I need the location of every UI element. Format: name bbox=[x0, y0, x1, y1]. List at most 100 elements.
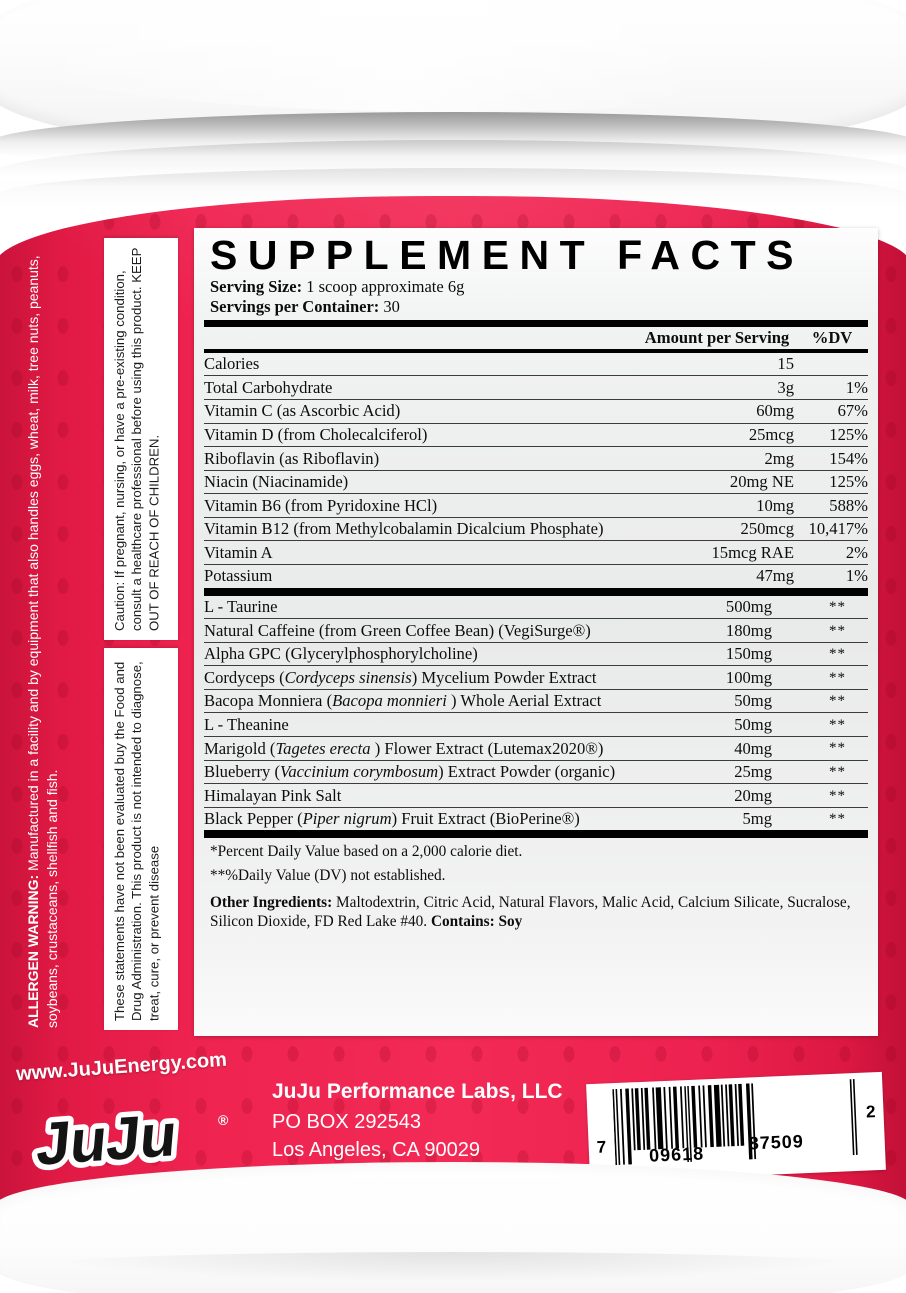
contains-value: Soy bbox=[494, 912, 523, 930]
other-ingredients-value: Maltodextrin, Citric Acid, Natural Flavo… bbox=[210, 893, 851, 930]
svg-text:JuJu: JuJu bbox=[34, 1100, 180, 1178]
table-row: Himalayan Pink Salt 20mg ** bbox=[204, 783, 868, 808]
servings-per-container-value: 30 bbox=[383, 296, 400, 316]
ingredient-daily-value: ** bbox=[772, 665, 868, 690]
table-row: L - Taurine 500mg ** bbox=[204, 595, 868, 620]
other-ingredients: Other Ingredients: Maltodextrin, Citric … bbox=[204, 886, 868, 932]
ingredient-amount: 250mcg bbox=[676, 517, 794, 542]
ingredient-daily-value: 67% bbox=[794, 399, 868, 424]
container-base bbox=[0, 1162, 906, 1293]
table-row: Total Carbohydrate 3g 1% bbox=[204, 375, 868, 400]
barcode: 7 09618 87509 2 bbox=[586, 1071, 886, 1183]
proprietary-ingredients-table: L - Taurine 500mg ** Natural Caffeine (from… bbox=[204, 595, 868, 831]
ingredient-daily-value: ** bbox=[772, 595, 868, 620]
ingredient-daily-value: 154% bbox=[794, 446, 868, 471]
table-row: Blueberry (Vaccinium corymbosum) Extract… bbox=[204, 760, 868, 785]
ingredient-name: Blueberry (Vaccinium corymbosum) Extract… bbox=[204, 760, 654, 785]
ingredient-daily-value: ** bbox=[772, 712, 868, 738]
ingredient-name: Cordyceps (Cordyceps sinensis) Mycelium … bbox=[204, 665, 654, 690]
caution-panel: Caution: If pregnant, nursing, or have a… bbox=[104, 238, 178, 640]
table-row: Natural Caffeine (from Green Coffee Bean… bbox=[204, 618, 868, 643]
divider-between-sections bbox=[204, 587, 868, 596]
footnote-dv-not-established: **%Daily Value (DV) not established. bbox=[210, 867, 446, 884]
allergen-warning: ALLERGEN WARNING: Manufactured in a faci… bbox=[24, 240, 102, 1030]
contains-label: Contains: bbox=[430, 912, 495, 930]
ingredient-daily-value: ** bbox=[772, 736, 868, 761]
table-row: Vitamin A 15mcg RAE 2% bbox=[204, 540, 868, 565]
registered-trademark-mark: ® bbox=[218, 1112, 229, 1128]
column-header-amount: Amount per Serving bbox=[644, 328, 790, 348]
footnote-percent-dv: *Percent Daily Value based on a 2,000 ca… bbox=[210, 843, 523, 861]
table-row: Bacopa Monniera (Bacopa monnieri ) Whole… bbox=[204, 689, 868, 714]
ingredient-name: Alpha GPC (Glycerylphosphorylcholine) bbox=[204, 642, 654, 667]
ingredient-name: Potassium bbox=[204, 566, 273, 586]
ingredient-name: Riboflavin (as Riboflavin) bbox=[204, 446, 676, 471]
ingredient-amount: 2mg bbox=[676, 446, 794, 471]
address-line-2: Los Angeles, CA 90029 bbox=[272, 1138, 480, 1161]
ingredient-amount: 50mg bbox=[654, 712, 772, 738]
table-row: Alpha GPC (Glycerylphosphorylcholine) 150… bbox=[204, 642, 868, 667]
ingredient-amount: 25mcg bbox=[676, 423, 794, 448]
table-row: Vitamin C (as Ascorbic Acid) 60mg 67% bbox=[204, 399, 868, 424]
ingredient-amount: 15 bbox=[676, 352, 794, 377]
table-row: Marigold (Tagetes erecta ) Flower Extrac… bbox=[204, 736, 868, 761]
ingredient-name: Vitamin D (from Cholecalciferol) bbox=[204, 423, 676, 448]
table-row: L - Theanine 50mg ** bbox=[204, 712, 868, 738]
container-drop-shadow bbox=[20, 1252, 886, 1282]
ingredient-name: Vitamin A bbox=[204, 540, 676, 565]
ingredient-amount: 180mg bbox=[654, 618, 772, 643]
barcode-bars bbox=[612, 1078, 858, 1166]
facts-column-header-row: Amount per Serving %DV bbox=[204, 327, 868, 350]
barcode-check-digit: 2 bbox=[865, 1102, 876, 1122]
juju-logo-svg: JuJu JuJu bbox=[29, 1095, 186, 1184]
table-row: Niacin (Niacinamide) 20mg NE 125% bbox=[204, 470, 868, 495]
ingredient-daily-value: ** bbox=[772, 783, 868, 808]
ingredient-amount: 100mg bbox=[654, 665, 772, 690]
fda-disclaimer-text: These statements have not been evaluated… bbox=[112, 661, 162, 1021]
ingredient-daily-value: 10,417% bbox=[794, 517, 868, 542]
table-row: Vitamin B12 (from Methylcobalamin Dicalc… bbox=[204, 517, 868, 542]
allergen-warning-label: ALLERGEN WARNING: bbox=[25, 874, 41, 1028]
caution-text: Caution: If pregnant, nursing, or have a… bbox=[112, 247, 162, 631]
servings-per-container-line: Servings per Container: 30 bbox=[204, 297, 868, 316]
ingredient-name: Niacin (Niacinamide) bbox=[204, 470, 676, 495]
ingredient-amount: 20mg NE bbox=[676, 470, 794, 495]
ingredient-amount: 150mg bbox=[654, 642, 772, 667]
facts-header-spacer bbox=[204, 327, 642, 350]
ingredient-name: Total Carbohydrate bbox=[204, 375, 676, 400]
table-row: Potassium 47mg 1% bbox=[204, 564, 868, 587]
ingredient-amount: 15mcg RAE bbox=[676, 540, 794, 565]
ingredient-daily-value: ** bbox=[772, 689, 868, 714]
ingredient-daily-value: 2% bbox=[794, 540, 868, 565]
ingredient-daily-value: ** bbox=[772, 642, 868, 667]
ingredient-daily-value: ** bbox=[772, 760, 868, 785]
supplement-facts-panel: SUPPLEMENT FACTS Serving Size: 1 scoop a… bbox=[194, 228, 878, 1036]
ingredient-name: Vitamin B12 (from Methylcobalamin Dicalc… bbox=[204, 517, 676, 542]
ingredient-daily-value: ** bbox=[829, 811, 846, 828]
ingredient-name: Himalayan Pink Salt bbox=[204, 783, 654, 808]
barcode-group-1: 09618 bbox=[648, 1143, 705, 1166]
ingredient-amount: 5mg bbox=[742, 809, 772, 829]
fda-disclaimer-panel: These statements have not been evaluated… bbox=[104, 648, 178, 1030]
ingredient-name: L - Theanine bbox=[204, 712, 654, 738]
servings-per-container-label: Servings per Container: bbox=[210, 296, 380, 316]
ingredient-daily-value: 125% bbox=[794, 470, 868, 495]
serving-size-line: Serving Size: 1 scoop approximate 6g bbox=[204, 277, 868, 296]
serving-size-label: Serving Size: bbox=[210, 277, 303, 297]
ingredient-name: L - Taurine bbox=[204, 595, 654, 620]
divider-under-header bbox=[204, 349, 868, 353]
nutrients-table: Calories 15 Total Carbohydrate 3g 1% Vitamin … bbox=[204, 352, 868, 588]
ingredient-daily-value: 1% bbox=[794, 375, 868, 400]
company-info: JuJu Performance Labs, LLC PO BOX 292543… bbox=[272, 1076, 563, 1164]
juju-logo: JuJu JuJu bbox=[15, 1084, 253, 1188]
ingredient-daily-value: 1% bbox=[845, 566, 868, 586]
barcode-lead-digit: 7 bbox=[596, 1137, 607, 1157]
ingredient-name: Calories bbox=[204, 352, 676, 377]
ingredient-name: Black Pepper (Piper nigrum) Fruit Extrac… bbox=[204, 809, 580, 829]
ingredient-amount: 50mg bbox=[654, 689, 772, 714]
divider-thick-top bbox=[204, 319, 868, 327]
ingredient-daily-value bbox=[794, 352, 868, 377]
table-row: Calories 15 bbox=[204, 352, 868, 377]
ingredient-name: Marigold (Tagetes erecta ) Flower Extrac… bbox=[204, 736, 654, 761]
